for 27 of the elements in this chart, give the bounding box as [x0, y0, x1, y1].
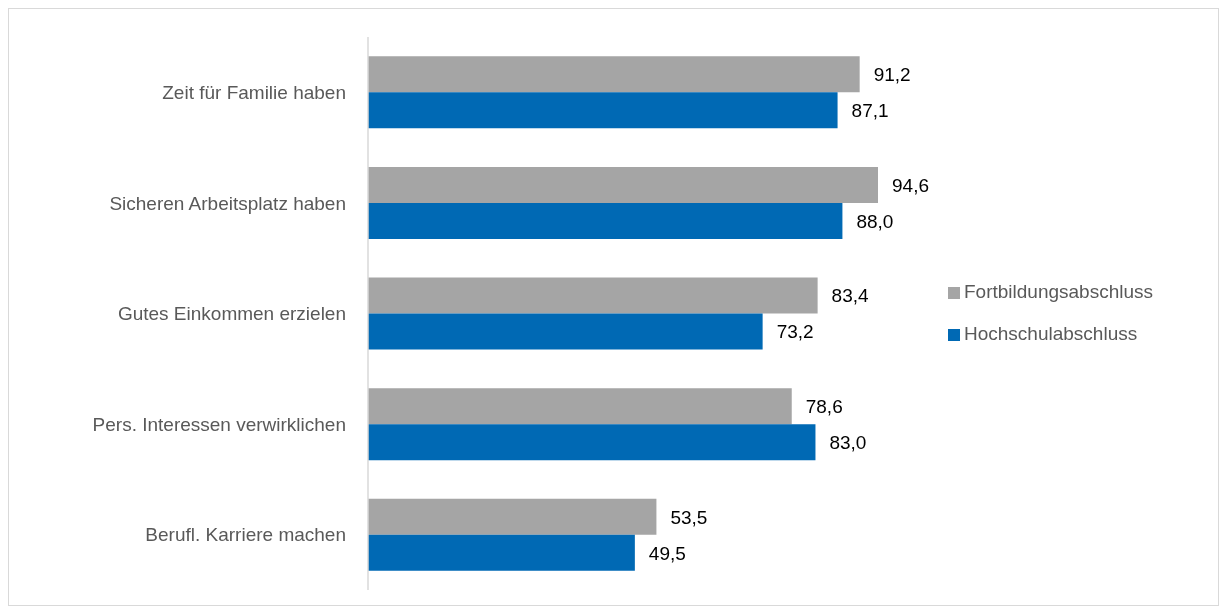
bar: [368, 388, 792, 425]
data-label: 87,1: [851, 100, 889, 122]
bar: [368, 166, 878, 203]
data-label: 73,2: [776, 321, 814, 343]
bar: [368, 56, 860, 93]
data-label: 91,2: [873, 64, 911, 86]
y-tick-label: Gutes Einkommen erzielen: [117, 303, 346, 325]
bar: [368, 424, 816, 461]
data-label: 94,6: [892, 174, 929, 196]
data-label: 83,0: [829, 431, 867, 453]
legend-label: Hochschulabschluss: [964, 323, 1138, 344]
data-label: 88,0: [856, 210, 894, 232]
bar: [368, 202, 843, 239]
legend-label: Fortbildungsabschluss: [964, 281, 1154, 302]
data-label: 49,5: [648, 542, 686, 564]
bar: [368, 277, 818, 314]
data-label: 53,5: [670, 506, 708, 528]
y-tick-label: Zeit für Familie haben: [162, 82, 346, 104]
bar: [368, 498, 657, 535]
bar: [368, 92, 838, 129]
y-tick-label: Pers. Interessen verwirklichen: [92, 413, 346, 435]
y-tick-label: Sicheren Arbeitsplatz haben: [109, 192, 346, 214]
bar: [368, 534, 635, 571]
bar: [368, 313, 763, 350]
data-label: 83,4: [831, 285, 870, 307]
data-label: 78,6: [805, 395, 843, 417]
y-tick-label: Berufl. Karriere machen: [145, 524, 346, 546]
